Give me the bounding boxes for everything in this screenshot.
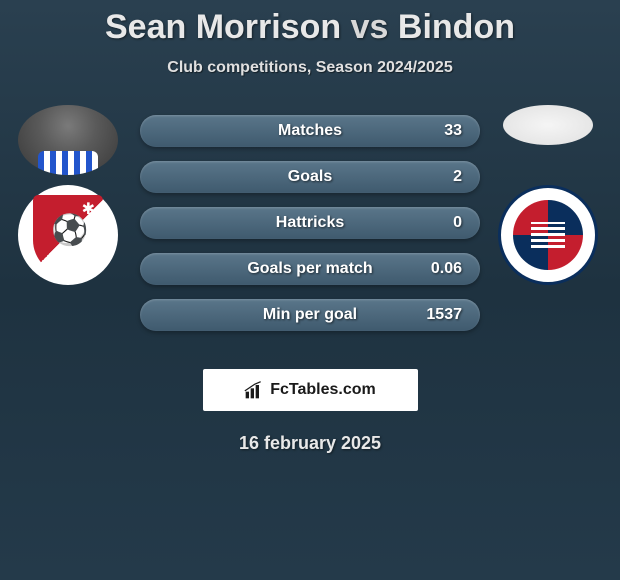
stat-row: Matches 33	[140, 115, 480, 147]
stat-row: Goals 2	[140, 161, 480, 193]
stat-row: Goals per match 0.06	[140, 253, 480, 285]
player2-avatar	[503, 105, 593, 145]
subtitle: Club competitions, Season 2024/2025	[0, 59, 620, 77]
fctables-watermark: FcTables.com	[203, 369, 418, 411]
stat-label: Hattricks	[276, 214, 344, 232]
stat-label: Matches	[278, 122, 342, 140]
rotherham-shield-icon	[33, 195, 103, 275]
stat-row: Hattricks 0	[140, 207, 480, 239]
stats-bars: Matches 33 Goals 2 Hattricks 0 Goals per…	[140, 115, 480, 331]
stat-value: 2	[453, 168, 462, 186]
comparison-content: Matches 33 Goals 2 Hattricks 0 Goals per…	[0, 105, 620, 345]
stat-value: 0.06	[431, 260, 462, 278]
bar-chart-icon	[244, 380, 264, 400]
date-text: 16 february 2025	[0, 433, 620, 454]
reading-crest-icon	[513, 200, 583, 270]
stat-value: 0	[453, 214, 462, 232]
right-column	[498, 105, 598, 285]
reading-badge	[498, 185, 598, 285]
stat-label: Min per goal	[263, 306, 357, 324]
stat-value: 33	[444, 122, 462, 140]
stat-label: Goals per match	[247, 260, 372, 278]
player1-avatar	[18, 105, 118, 175]
stat-row: Min per goal 1537	[140, 299, 480, 331]
stat-value: 1537	[426, 306, 462, 324]
rotherham-badge	[18, 185, 118, 285]
left-column	[8, 105, 128, 285]
vs-text: vs	[351, 8, 389, 46]
stat-label: Goals	[288, 168, 332, 186]
watermark-text: FcTables.com	[270, 381, 376, 399]
player1-name: Sean Morrison	[105, 8, 341, 46]
page-title: Sean Morrison vs Bindon	[0, 0, 620, 47]
player2-name: Bindon	[398, 8, 515, 46]
